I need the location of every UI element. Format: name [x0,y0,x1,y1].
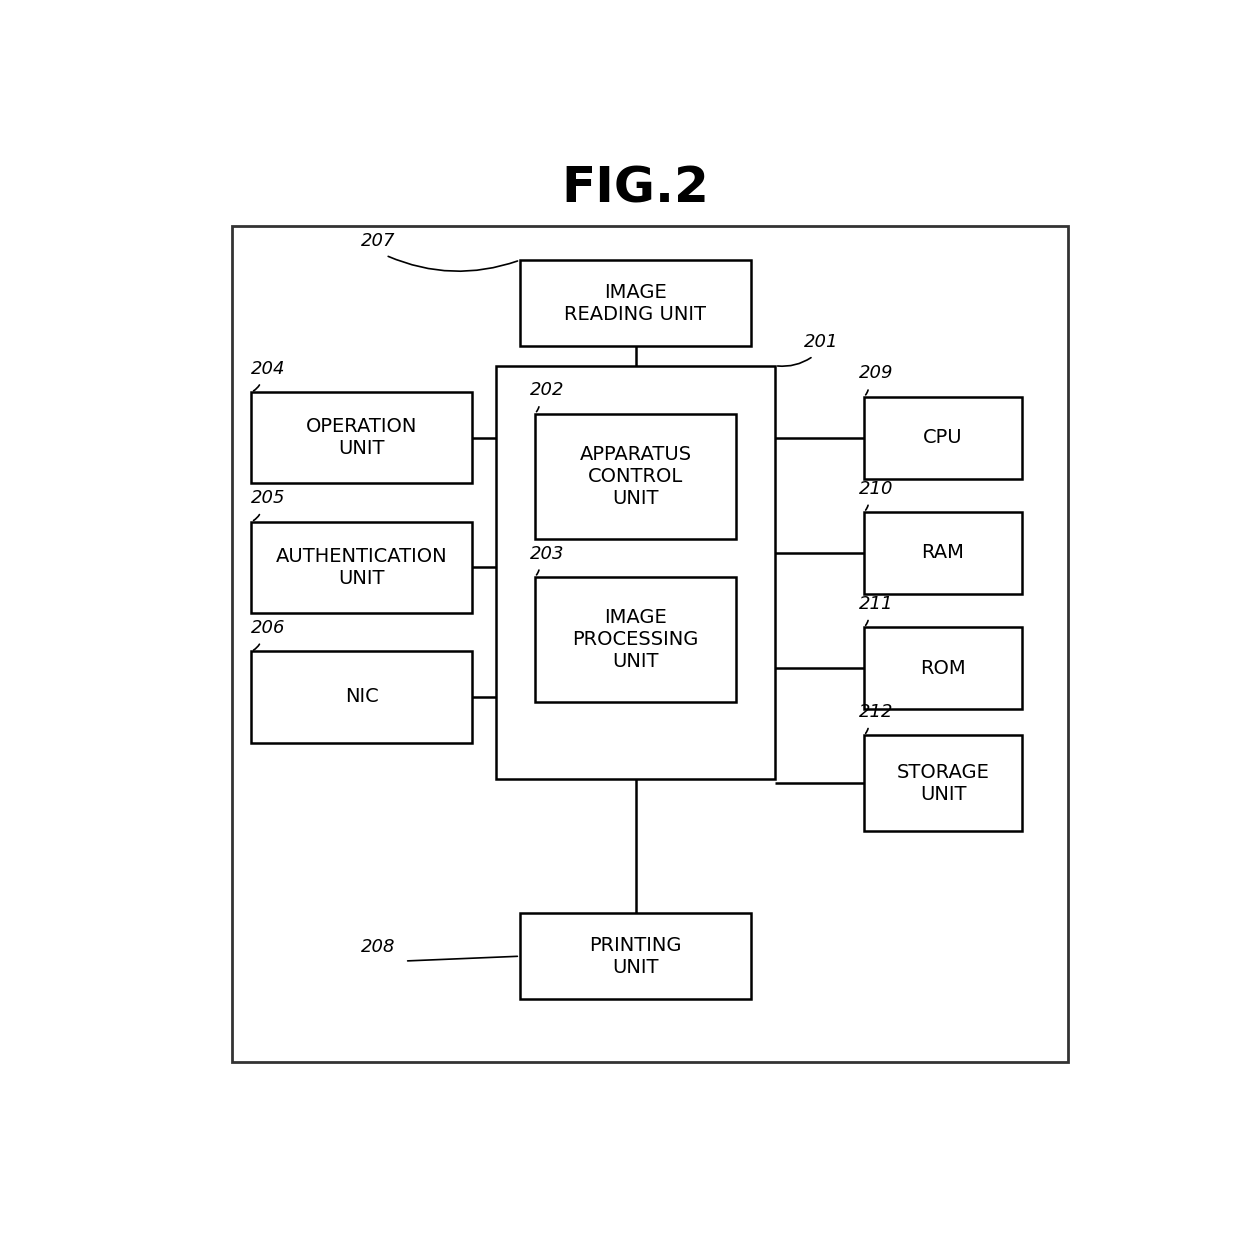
Text: NIC: NIC [345,687,378,707]
Text: 207: 207 [361,232,396,251]
Text: 206: 206 [250,619,285,637]
Text: AUTHENTICATION
UNIT: AUTHENTICATION UNIT [275,547,448,587]
Text: 211: 211 [859,595,894,614]
Text: 209: 209 [859,364,894,383]
Bar [232,227,1068,1062]
Text: OPERATION
UNIT: OPERATION UNIT [306,418,418,458]
Text: CPU: CPU [924,428,962,448]
Bar [250,651,472,742]
Bar [864,397,1022,479]
Text: PRINTING
UNIT: PRINTING UNIT [589,935,682,976]
Text: 204: 204 [250,359,285,378]
Bar [250,392,472,484]
Text: 202: 202 [529,382,564,399]
Bar [521,261,751,347]
Text: 212: 212 [859,703,894,721]
Text: 208: 208 [361,938,396,956]
Text: 203: 203 [529,545,564,562]
Text: STORAGE
UNIT: STORAGE UNIT [897,763,990,804]
Text: ROM: ROM [920,658,966,677]
Text: 210: 210 [859,480,894,498]
Bar [534,414,737,539]
Bar [864,736,1022,832]
Text: 201: 201 [804,333,838,352]
Bar [496,365,775,778]
Text: APPARATUS
CONTROL
UNIT: APPARATUS CONTROL UNIT [579,445,692,508]
Text: IMAGE
READING UNIT: IMAGE READING UNIT [564,283,707,324]
Text: FIG.2: FIG.2 [562,165,709,212]
Bar [864,627,1022,710]
Text: RAM: RAM [921,544,965,562]
Text: 205: 205 [250,489,285,508]
Bar [521,913,751,999]
Bar [864,513,1022,594]
Bar [250,521,472,614]
Bar [534,577,737,702]
Text: IMAGE
PROCESSING
UNIT: IMAGE PROCESSING UNIT [573,607,698,671]
